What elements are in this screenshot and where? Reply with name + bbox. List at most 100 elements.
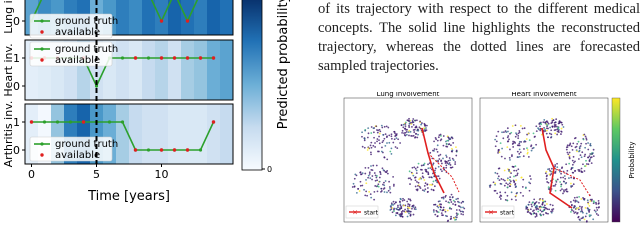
scatter-point	[589, 198, 592, 201]
scatter-point	[437, 211, 440, 214]
scatter-point	[452, 199, 455, 202]
scatter-point	[408, 210, 410, 213]
scatter-point	[592, 200, 595, 203]
scatter-point	[546, 181, 549, 183]
scatter-point	[513, 169, 516, 172]
scatter-point	[454, 161, 457, 163]
page: 0 Lung inv. ground truth available 0 1 Heart i…	[2, 0, 640, 223]
scatter-point	[452, 142, 455, 144]
scatter-point	[444, 209, 446, 211]
scatter-point	[544, 128, 547, 131]
scatter-point	[412, 121, 415, 124]
scatter-point	[367, 132, 370, 135]
scatter-point	[440, 134, 442, 137]
scatter-point	[454, 200, 456, 203]
scatter-point	[512, 146, 515, 148]
scatter-point	[419, 187, 422, 189]
scatter-point	[556, 166, 559, 169]
scatter-point	[433, 203, 435, 206]
scatter-point	[501, 131, 503, 134]
scatter-point	[514, 165, 517, 168]
scatter-point	[563, 175, 566, 177]
scatter-point	[494, 145, 497, 148]
scatter-point	[364, 172, 367, 175]
scatter-point	[506, 140, 509, 143]
scatter-point	[398, 200, 401, 203]
scatter-point	[379, 170, 381, 173]
scatter-point	[577, 168, 580, 171]
scatter-point	[597, 214, 600, 217]
scatter-point	[363, 146, 366, 149]
scatter-point	[393, 138, 396, 141]
scatter-point	[552, 184, 555, 187]
scatter-point	[440, 159, 443, 162]
scatter-point	[546, 129, 548, 132]
scatter-point	[589, 144, 592, 147]
available-point	[29, 120, 34, 124]
legend-marker	[40, 47, 44, 51]
legend-box	[29, 136, 113, 162]
scatter-point	[566, 169, 569, 172]
heat-cell	[155, 40, 169, 100]
scatter-point	[517, 137, 520, 140]
scatter-point	[451, 196, 454, 198]
scatter-point	[401, 209, 404, 212]
scatter-point	[524, 140, 527, 143]
scatter-point	[367, 166, 370, 169]
scatter-point	[564, 182, 567, 185]
scatter-point	[549, 126, 552, 129]
scatter-point	[580, 209, 583, 211]
scatter-point	[533, 212, 536, 215]
scatter-point	[554, 132, 557, 135]
scatter-point	[530, 144, 533, 147]
scatter-point	[390, 133, 393, 136]
scatter-point	[546, 121, 549, 124]
scatter-point	[556, 133, 559, 136]
legend-label: ground truth	[55, 139, 118, 150]
ground-truth-marker	[198, 148, 203, 152]
scatter-point	[367, 127, 370, 130]
scatter-point	[411, 207, 413, 210]
scatter-point	[412, 123, 415, 126]
scatter-point	[541, 203, 544, 206]
scatter-point	[389, 209, 392, 211]
scatter-point	[376, 175, 378, 177]
scatter-point	[579, 210, 582, 213]
scatter-point	[370, 126, 373, 128]
scatter-point	[374, 146, 377, 148]
scatter-point	[442, 135, 445, 137]
scatter-point	[514, 124, 517, 127]
scatter-point	[535, 215, 538, 217]
scatter-point	[562, 126, 565, 128]
scatter-point	[439, 133, 442, 136]
scatter-point	[436, 215, 439, 218]
available-point	[133, 148, 138, 152]
scatter-point	[550, 211, 553, 214]
scatter-point	[527, 156, 530, 158]
available-point	[172, 148, 177, 152]
scatter-point	[425, 129, 428, 132]
available-point	[185, 19, 190, 23]
scatter-point	[576, 150, 578, 153]
scatter-point	[383, 137, 386, 140]
scatter-point	[506, 136, 509, 139]
scatter-point	[418, 185, 421, 188]
scatter-point	[545, 211, 547, 214]
scatter-point	[407, 206, 410, 209]
scatter-point	[585, 220, 588, 223]
scatter-point	[408, 203, 411, 206]
scatter-point	[532, 132, 535, 135]
scatter-point	[382, 139, 385, 142]
scatter-point	[593, 209, 596, 212]
scatter-point	[518, 142, 521, 145]
scatter-point	[358, 190, 361, 192]
scatter-point	[378, 150, 380, 153]
available-point	[133, 56, 138, 60]
scatter-point	[571, 166, 574, 169]
scatter-point	[440, 196, 443, 199]
legend-marker	[40, 142, 44, 146]
scatter-point	[426, 187, 429, 189]
scatter-point	[587, 148, 590, 151]
scatter-point	[498, 167, 501, 170]
scatter-point	[408, 117, 410, 120]
